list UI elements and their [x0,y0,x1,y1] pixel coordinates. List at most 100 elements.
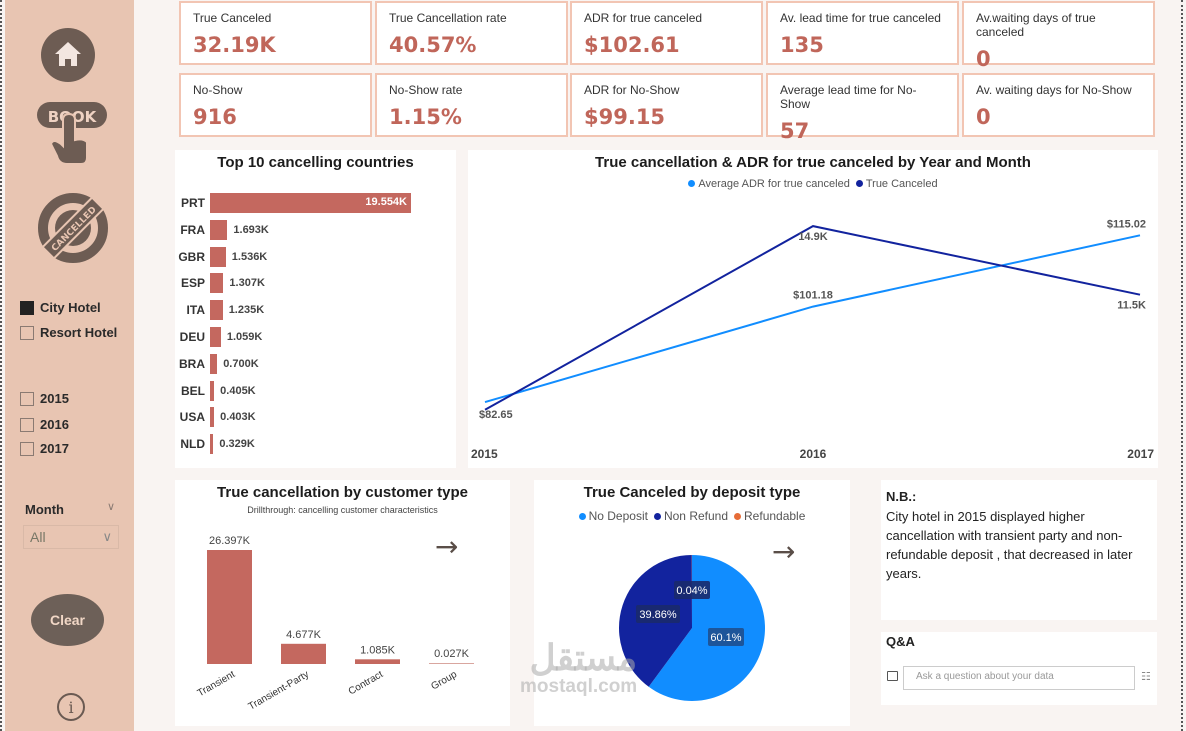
legend-item-refundable[interactable]: Refundable [734,509,805,523]
kpi-card: Average lead time for No-Show 57 [766,73,959,143]
legend-dot-icon [653,513,661,520]
bar-value-label: 0.403K [220,411,256,424]
qa-input[interactable]: Ask a question about your data [903,666,1135,690]
bar-row[interactable]: BEL 0.405K [175,380,256,402]
checkbox-checked-icon[interactable] [20,300,34,315]
pie-plot: 60.1% 39.86% 0.04% [618,554,765,701]
bar-row[interactable]: NLD 0.329K [175,433,255,455]
line-series-adr[interactable] [484,234,1141,404]
year-option-2016[interactable]: 2016 [20,417,69,432]
column-bar[interactable] [429,663,474,664]
kpi-value: 0 [976,105,991,129]
year-option-2017[interactable]: 2017 [20,441,69,456]
legend-item-non-refund[interactable]: Non Refund [653,509,728,523]
year-option-2015[interactable]: 2015 [20,391,69,406]
legend-item-no-deposit[interactable]: No Deposit [578,509,648,523]
data-label: 39.86% [639,609,677,621]
bar[interactable]: 19.554K [210,193,411,213]
legend-label: Average ADR for true canceled [698,178,850,190]
checkbox-icon[interactable] [20,391,34,406]
clear-button[interactable]: Clear [31,594,104,646]
kpi-card: True Canceled 32.19K [179,1,372,65]
legend-item-adr[interactable]: Average ADR for true canceled [688,178,850,190]
checkbox-icon[interactable] [20,441,34,456]
bar-value-label: 19.554K [365,196,407,208]
bar-row[interactable]: PRT 19.554K [175,192,411,214]
bar[interactable] [210,300,223,321]
bar-category-label: PRT [181,196,205,210]
checkbox-icon[interactable] [20,325,34,340]
bar[interactable] [210,327,221,347]
bar-value-label: 1.307K [229,277,265,290]
chevron-down-icon[interactable]: ∨ [107,500,116,513]
bar[interactable] [210,380,215,401]
kpi-card: ADR for No-Show $99.15 [570,73,763,137]
drillthrough-arrow-icon[interactable]: → [772,535,796,568]
chart-title: True cancellation by customer type [217,484,468,501]
bar-category-label: BRA [179,356,205,371]
column-bar[interactable] [207,550,252,664]
book-icon[interactable]: BOOK [35,98,109,170]
bar-row[interactable]: USA 0.403K [175,406,256,428]
bar-row[interactable]: ITA 1.235K [175,299,264,321]
legend-item-true-canceled[interactable]: True Canceled [855,178,938,190]
bar[interactable] [210,219,228,240]
drillthrough-subtitle[interactable]: Drillthrough: cancelling customer charac… [247,505,438,515]
bar-row[interactable]: GBR 1.536K [175,246,267,268]
bar-row[interactable]: BRA 0.700K [175,353,259,375]
qa-expand-icon[interactable]: ☷ [1141,670,1151,683]
watermark-arabic: مستقل [529,637,638,678]
kpi-label: Av.waiting days of true canceled [976,11,1096,39]
line-series-true-canceled[interactable] [484,225,1141,411]
chat-bubble-icon [887,671,898,681]
legend-label: No Deposit [588,509,648,523]
note-text: City hotel in 2015 displayed higher canc… [886,509,1133,581]
qa-title: Q&A [886,634,915,649]
bar[interactable] [210,273,224,294]
legend-label: True Canceled [865,178,938,190]
bar-category-label: NLD [180,437,205,452]
month-dropdown[interactable]: All ∨ [23,525,119,549]
bar-category-label: GBR [178,249,205,264]
bar[interactable] [210,434,214,455]
bar-category-label: BEL [181,383,205,398]
data-label-background [674,581,710,599]
bar[interactable] [210,246,226,267]
x-tick-label: 2015 [471,447,498,461]
bar-category-label: ITA [186,303,205,318]
bar-value-label: 0.700K [223,357,259,370]
hotel-option-resort-hotel[interactable]: Resort Hotel [20,325,117,340]
data-label: $82.65 [479,409,513,421]
country-bars: PRT 19.554K FRA 1.693K GBR 1.536K ESP 1.307K ITA… [175,192,456,462]
chevron-down-icon: ∨ [102,529,112,544]
kpi-label: ADR for true canceled [584,11,703,25]
column-bar[interactable] [281,643,326,664]
data-label: 14.9K [798,231,827,243]
page-border-right [1181,0,1185,731]
sidebar: BOOK CANCELLED City Hotel Resort Hotel [5,0,134,731]
pie-slice-no-deposit[interactable] [648,555,765,701]
kpi-card: Av. waiting days for No-Show 0 [962,73,1155,137]
kpi-card: Av. lead time for true canceled 135 [766,1,959,65]
chart-legend: No Deposit Non Refund Refundable [534,509,850,523]
watermark-latin: mostaql.com [520,676,638,697]
home-icon[interactable] [41,28,95,82]
hotel-option-city-hotel[interactable]: City Hotel [20,300,101,315]
bar-row[interactable]: FRA 1.693K [175,219,269,241]
data-label: 4.677K [286,629,322,641]
bar[interactable] [210,407,215,428]
drillthrough-arrow-icon[interactable]: → [435,530,459,563]
kpi-label: True Canceled [193,11,272,25]
bar-value-label: 1.536K [231,250,268,263]
cancelled-icon[interactable]: CANCELLED [37,192,109,264]
bar-category-label: USA [179,410,205,425]
bar[interactable] [210,353,218,374]
column-bar[interactable] [355,659,400,664]
bar-row[interactable]: DEU 1.059K [175,326,262,348]
legend-dot-icon [578,513,586,520]
bar-category-label: ESP [180,276,205,291]
bar-row[interactable]: ESP 1.307K [175,272,265,294]
legend-dot-icon [734,513,742,520]
checkbox-icon[interactable] [20,417,34,432]
info-icon[interactable]: i [57,693,85,721]
